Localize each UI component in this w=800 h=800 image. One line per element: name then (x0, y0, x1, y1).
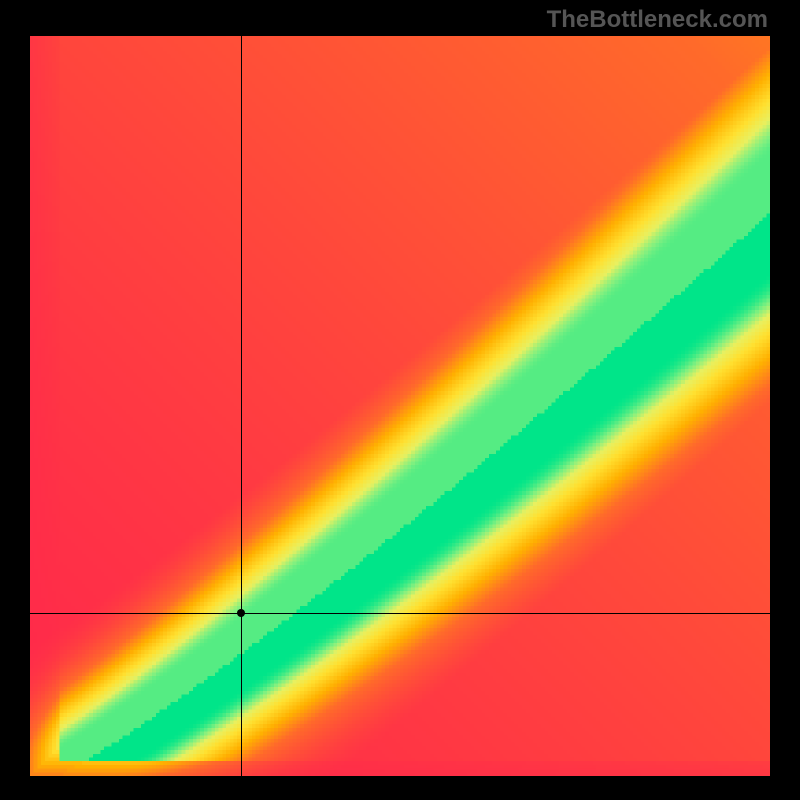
watermark-text: TheBottleneck.com (547, 6, 768, 34)
chart-container: TheBottleneck.com (0, 0, 800, 800)
heatmap-canvas (30, 36, 770, 776)
heatmap-plot (30, 36, 770, 776)
crosshair-marker (237, 609, 245, 617)
crosshair-horizontal (30, 613, 770, 614)
crosshair-vertical (241, 36, 242, 776)
